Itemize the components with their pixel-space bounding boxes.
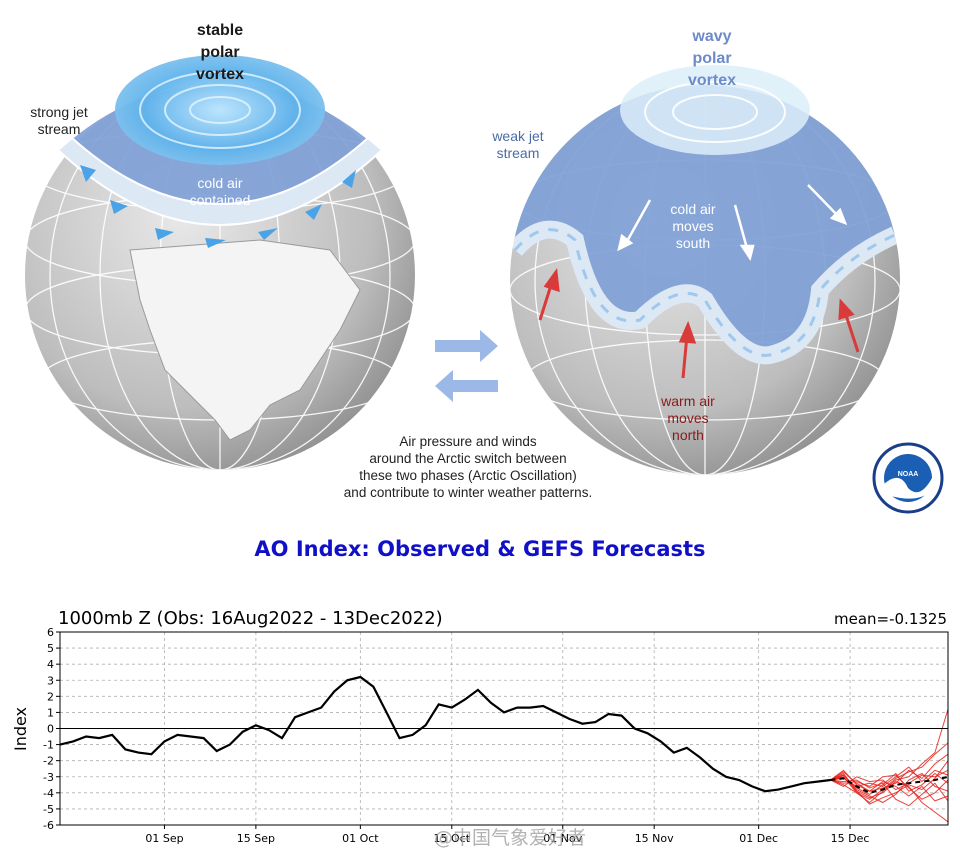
y-tick-label: 5 [47, 642, 54, 655]
y-tick-label: 2 [47, 690, 54, 703]
right-cold-air-label: cold air moves south [670, 201, 716, 251]
arctic-oscillation-illustration: stable polar vortex strong jet stream co… [25, 22, 944, 514]
x-ticks: 01 Sep 15 Sep 01 Oct 15 Oct 01 Nov 15 Nov 01 D… [145, 825, 869, 845]
left-vortex-title: stable polar vortex [195, 22, 245, 83]
plot-frame [59, 631, 949, 826]
observed-series-line [59, 675, 831, 793]
y-tick-label: 3 [47, 674, 54, 687]
y-tick-label: -3 [43, 771, 54, 784]
right-jet-label: weak jet stream [492, 128, 544, 161]
noaa-logo [872, 442, 944, 514]
y-tick-label: -6 [43, 819, 54, 832]
y-tick-label: 6 [47, 626, 54, 639]
illustration-graphic [25, 55, 944, 514]
y-tick-label: -4 [43, 787, 54, 800]
y-tick-label: 0 [47, 723, 54, 736]
x-tick-label: 01 Dec [739, 832, 778, 845]
y-axis-label: Index [11, 707, 30, 751]
y-tick-label: -5 [43, 803, 54, 816]
y-ticks: 6 5 4 3 2 1 0 -1 -2 -3 -4 -5 -6 [43, 626, 60, 832]
ao-index-chart: 6 5 4 3 2 1 0 -1 -2 -3 -4 -5 -6 01 Sep 15 Sep 01 Oct 15… [11, 608, 949, 849]
mean-annotation: mean=-0.1325 [834, 610, 947, 628]
right-warm-air-label: warm air moves north [661, 393, 715, 443]
y-tick-label: -1 [43, 739, 54, 752]
right-globe [510, 65, 900, 475]
forecast-member-line [830, 709, 949, 804]
x-tick-label: 15 Nov [635, 832, 674, 845]
right-vortex-title: wavy polar vortex [687, 28, 737, 89]
y-tick-label: 1 [47, 706, 54, 719]
x-tick-label: 15 Sep [237, 832, 275, 845]
watermark: @中国气象爱好者 [434, 827, 586, 849]
forecast-member-line [830, 779, 949, 807]
x-tick-label: 15 Oct [434, 832, 471, 845]
swap-arrows [435, 330, 498, 402]
chart-title: 1000mb Z (Obs: 16Aug2022 - 13Dec2022) [58, 608, 443, 629]
left-globe [25, 55, 415, 470]
x-tick-label: 01 Oct [342, 832, 379, 845]
left-jet-label: strong jet stream [30, 104, 88, 137]
x-tick-label: 01 Sep [145, 832, 183, 845]
x-tick-label: 01 Nov [543, 832, 582, 845]
noaa-logo-text: NOAA [897, 471, 919, 478]
x-tick-label: 15 Dec [831, 832, 870, 845]
y-tick-label: -2 [43, 755, 54, 768]
forecast-member-line [830, 771, 949, 802]
forecast-mean-line [830, 775, 949, 794]
y-tick-label: 4 [47, 658, 54, 671]
forecast-ensemble [830, 709, 949, 823]
chart-heading: AO Index: Observed & GEFS Forecasts [254, 537, 706, 561]
left-cold-air-label: cold air contained [189, 175, 251, 208]
illustration-caption: Air pressure and winds around the Arctic… [343, 434, 593, 500]
